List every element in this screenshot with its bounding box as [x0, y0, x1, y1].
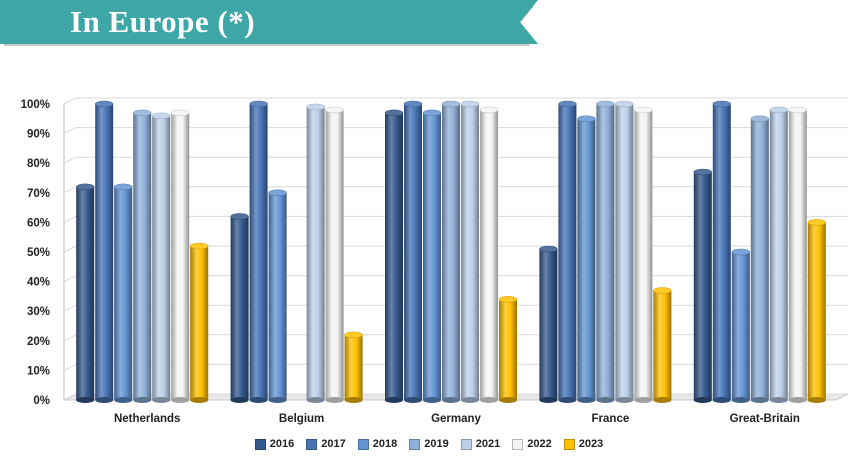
- bar-2016-great-britain: [693, 168, 713, 403]
- bar-2023-great-britain: [807, 219, 827, 403]
- legend-label: 2017: [321, 438, 346, 450]
- x-category-label: Belgium: [279, 413, 324, 425]
- bar-2021-great-britain: [769, 106, 789, 403]
- legend-item-2019: 2019: [409, 438, 449, 450]
- legend-label: 2023: [578, 438, 604, 450]
- y-tick-label: 100%: [21, 99, 50, 111]
- bar-2016-france: [539, 245, 558, 403]
- y-tick-label: 0%: [33, 395, 50, 407]
- bar-2021-germany: [460, 100, 480, 403]
- legend-swatch: [563, 438, 575, 450]
- bar-2016-germany: [384, 109, 404, 403]
- legend-item-2022: 2022: [512, 438, 552, 450]
- page-title: In Europe (*): [70, 4, 256, 39]
- legend-swatch: [409, 438, 421, 450]
- legend-label: 2019: [424, 438, 449, 450]
- bar-2021-france: [615, 100, 634, 403]
- bar-2019-netherlands: [132, 109, 152, 403]
- legend-label: 2016: [269, 438, 295, 450]
- bar-2023-france: [653, 287, 672, 403]
- bar-2018-great-britain: [731, 248, 751, 403]
- legend-label: 2021: [475, 438, 501, 450]
- y-tick-label: 30%: [27, 306, 50, 318]
- x-category-label: France: [592, 413, 630, 425]
- bar-2021-netherlands: [151, 112, 171, 403]
- legend-swatch: [460, 438, 472, 450]
- legend-swatch: [357, 438, 369, 450]
- bar-2016-netherlands: [75, 183, 95, 403]
- legend-item-2018: 2018: [357, 438, 398, 450]
- y-tick-label: 60%: [27, 217, 50, 229]
- bar-2022-great-britain: [788, 106, 808, 403]
- bar-2018-france: [577, 115, 596, 403]
- y-axis-tick-labels: 0% 10% 20% 30% 40% 50% 60% 70% 80% 90% 100%: [21, 99, 50, 407]
- bar-2023-netherlands: [189, 242, 209, 403]
- x-category-label: Germany: [431, 413, 481, 425]
- y-tick-label: 90%: [27, 129, 50, 141]
- bar-2016-belgium: [230, 213, 249, 403]
- y-tick-label: 40%: [27, 277, 50, 289]
- y-tick-label: 20%: [27, 336, 50, 348]
- y-tick-label: 70%: [27, 188, 50, 200]
- legend-swatch: [512, 438, 524, 450]
- y-tick-label: 10%: [27, 365, 50, 377]
- legend-item-2017: 2017: [306, 438, 346, 450]
- x-axis-category-labels: Netherlands Belgium Germany France Great-Bri…: [114, 413, 800, 425]
- bar-2021-belgium: [306, 103, 325, 403]
- legend-item-2021: 2021: [460, 438, 501, 450]
- chart-bars: [75, 100, 827, 403]
- bar-2019-france: [596, 100, 615, 403]
- bar-2022-belgium: [325, 106, 344, 403]
- legend-label: 2022: [527, 438, 552, 450]
- x-category-label: Great-Britain: [730, 413, 800, 425]
- bar-2019-great-britain: [750, 115, 770, 403]
- legend-item-2023: 2023: [563, 438, 604, 450]
- chart-legend: 2016 2017 2018 2019 2021 2022 2023: [0, 436, 858, 452]
- legend-swatch: [306, 438, 318, 450]
- bar-2017-great-britain: [712, 100, 732, 403]
- bar-2018-germany: [422, 109, 442, 403]
- bar-2017-netherlands: [94, 100, 114, 403]
- x-category-label: Netherlands: [114, 413, 180, 425]
- title-banner: [0, 0, 538, 46]
- legend-label: 2018: [372, 438, 398, 450]
- legend-item-2016: 2016: [254, 438, 295, 450]
- bar-2023-belgium: [344, 331, 363, 403]
- bar-2022-germany: [479, 106, 499, 403]
- bar-chart: 0% 10% 20% 30% 40% 50% 60% 70% 80% 90% 100% Nether…: [21, 97, 849, 425]
- bar-2018-netherlands: [113, 183, 133, 403]
- y-tick-label: 80%: [27, 158, 50, 170]
- bar-2019-germany: [441, 100, 461, 403]
- y-tick-label: 50%: [27, 247, 50, 259]
- bar-2018-belgium: [268, 189, 287, 403]
- bar-2022-france: [634, 106, 653, 403]
- legend-swatch: [254, 438, 266, 450]
- bar-2023-germany: [498, 296, 518, 403]
- bar-2022-netherlands: [170, 109, 190, 403]
- bar-2017-germany: [403, 100, 423, 403]
- bar-2017-france: [558, 100, 577, 403]
- bar-2017-belgium: [249, 100, 268, 403]
